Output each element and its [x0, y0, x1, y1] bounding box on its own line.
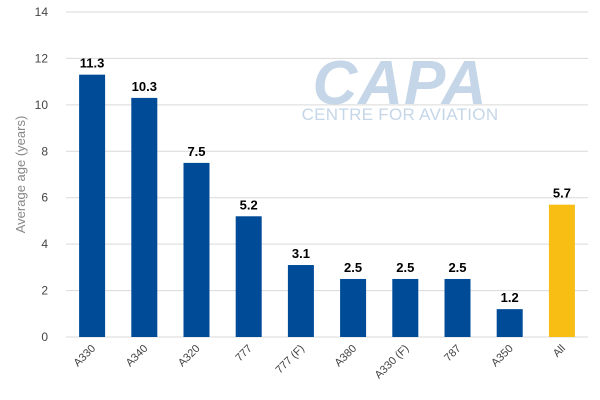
y-tick-label: 2 [41, 284, 48, 298]
data-label: 5.2 [240, 197, 258, 212]
watermark-logo-text: CAPA [312, 49, 487, 118]
x-tick-label: A330 [72, 343, 99, 370]
bar [287, 265, 314, 337]
data-label: 7.5 [187, 144, 205, 159]
bar [340, 278, 367, 337]
bar [79, 74, 106, 337]
x-tick-label: 777 (F) [273, 343, 307, 377]
bar [548, 204, 575, 337]
bar [131, 97, 158, 338]
data-label: 11.3 [80, 56, 105, 71]
data-label: 5.7 [553, 186, 571, 201]
data-label: 10.3 [132, 79, 157, 94]
data-label: 1.2 [501, 290, 519, 305]
x-tick-label: A340 [124, 343, 151, 370]
y-tick-label: 6 [41, 191, 48, 205]
y-tick-label: 8 [41, 144, 48, 158]
data-label: 2.5 [396, 260, 414, 275]
bar [392, 278, 419, 337]
bar [235, 216, 262, 337]
data-labels: 11.3 10.3 7.5 5.2 3.1 2.5 2.5 2.5 1.2 5.7 [80, 56, 571, 305]
x-tick-label: A320 [176, 343, 203, 370]
data-label: 2.5 [448, 260, 466, 275]
data-label: 2.5 [344, 260, 362, 275]
x-tick-label: 777 [233, 343, 254, 364]
bars [79, 74, 575, 338]
y-tick-label: 10 [35, 98, 49, 112]
y-axis-tick-labels: 0 2 4 6 8 10 12 14 [35, 5, 49, 344]
capa-watermark: CAPA CENTRE FOR AVIATION [302, 49, 499, 124]
bar [444, 278, 471, 337]
x-tick-label: 787 [442, 343, 463, 364]
x-tick-label: A350 [489, 343, 516, 370]
bar [183, 162, 210, 337]
y-tick-label: 4 [41, 237, 48, 251]
x-tick-label: A330 (F) [373, 343, 412, 382]
y-tick-label: 0 [41, 330, 48, 344]
x-axis-tick-labels: A330 A340 A320 777 777 (F) A380 A330 (F) 787 A35… [72, 343, 568, 382]
y-tick-label: 12 [35, 51, 49, 65]
y-tick-label: 14 [35, 5, 49, 19]
y-axis-label: Average age (years) [13, 116, 28, 234]
watermark-subtitle: CENTRE FOR AVIATION [302, 105, 499, 124]
x-tick-label: A380 [333, 343, 360, 370]
x-tick-label: All [551, 343, 568, 360]
data-label: 3.1 [292, 246, 310, 261]
bar [496, 309, 523, 337]
